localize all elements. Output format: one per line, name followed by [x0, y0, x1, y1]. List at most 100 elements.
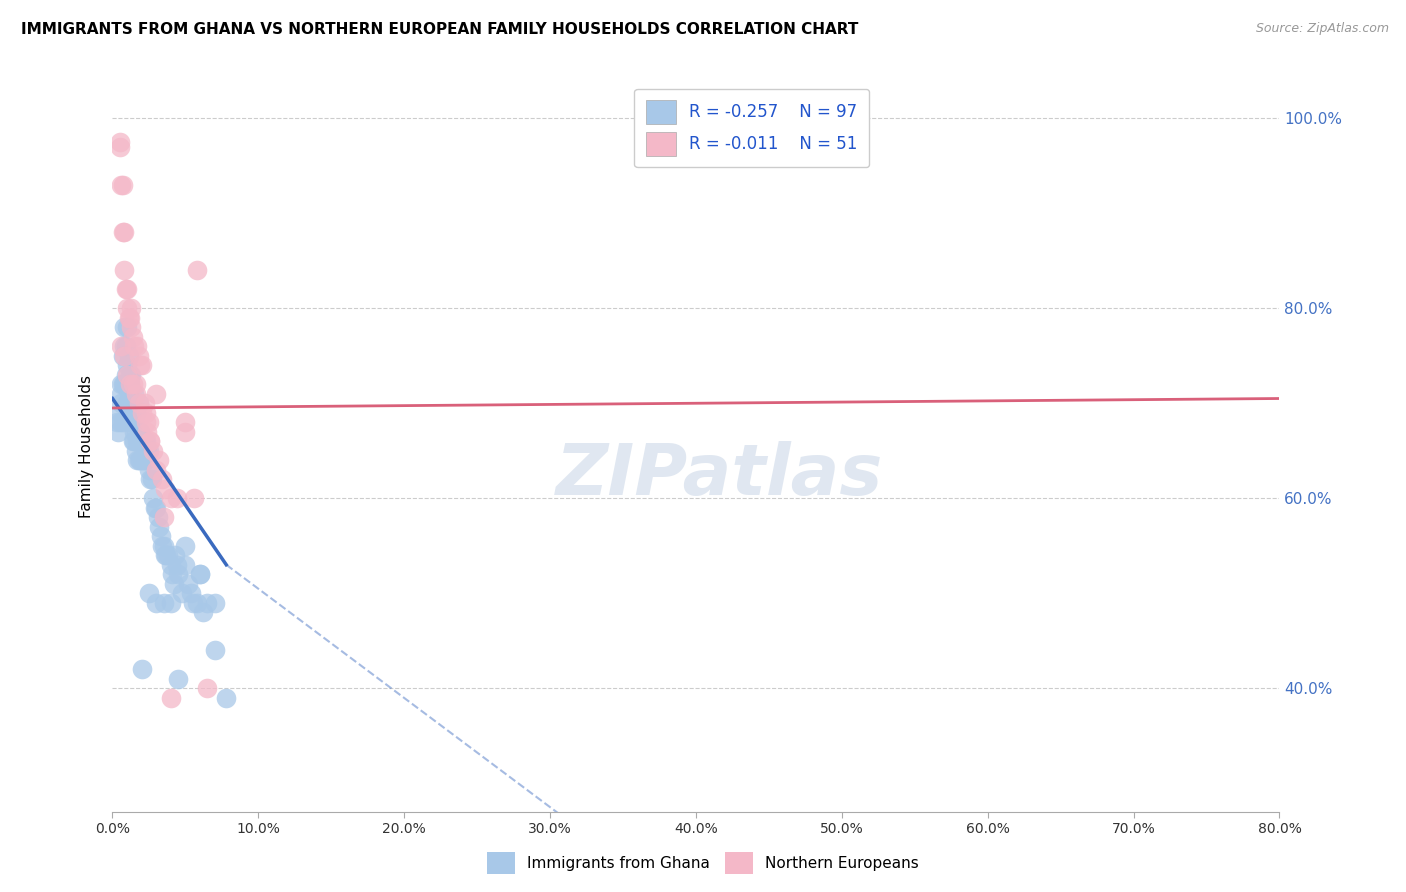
Point	[139, 434, 162, 449]
Point	[125, 406, 148, 420]
Point	[135, 434, 157, 449]
Point	[105, 415, 128, 429]
Point	[186, 263, 208, 277]
Point	[120, 368, 142, 382]
Point	[145, 596, 167, 610]
Point	[120, 396, 142, 410]
Text: Source: ZipAtlas.com: Source: ZipAtlas.com	[1256, 22, 1389, 36]
Point	[134, 396, 156, 410]
Point	[152, 510, 174, 524]
Legend: R = -0.257    N = 97, R = -0.011    N = 51: R = -0.257 N = 97, R = -0.011 N = 51	[634, 88, 869, 168]
Point	[112, 320, 135, 334]
Point	[136, 443, 159, 458]
Point	[167, 567, 190, 582]
Point	[115, 320, 138, 334]
Point	[131, 662, 153, 676]
Point	[138, 463, 160, 477]
Point	[120, 415, 142, 429]
Point	[118, 406, 141, 420]
Point	[131, 453, 153, 467]
Point	[195, 596, 218, 610]
Point	[139, 434, 162, 449]
Point	[114, 377, 136, 392]
Point	[204, 643, 226, 657]
Point	[110, 339, 132, 353]
Point	[195, 681, 218, 696]
Point	[215, 690, 238, 705]
Point	[127, 339, 149, 353]
Point	[148, 520, 170, 534]
Point	[142, 491, 165, 506]
Point	[128, 396, 150, 410]
Point	[110, 178, 132, 192]
Point	[108, 135, 131, 149]
Point	[114, 368, 136, 382]
Point	[117, 377, 139, 392]
Point	[112, 377, 135, 392]
Point	[118, 368, 141, 382]
Point	[115, 282, 138, 296]
Point	[188, 567, 211, 582]
Point	[141, 472, 163, 486]
Point	[188, 567, 211, 582]
Point	[112, 339, 135, 353]
Point	[114, 339, 136, 353]
Point	[150, 472, 173, 486]
Point	[122, 415, 145, 429]
Point	[153, 548, 176, 562]
Point	[111, 349, 134, 363]
Point	[174, 558, 197, 572]
Point	[117, 349, 139, 363]
Point	[132, 453, 155, 467]
Point	[122, 377, 145, 392]
Point	[143, 500, 166, 515]
Point	[108, 415, 131, 429]
Point	[149, 529, 172, 543]
Point	[111, 225, 134, 239]
Point	[148, 453, 170, 467]
Point	[124, 425, 146, 439]
Point	[160, 491, 183, 506]
Point	[150, 539, 173, 553]
Point	[160, 690, 183, 705]
Point	[124, 386, 146, 401]
Point	[107, 425, 129, 439]
Point	[155, 548, 177, 562]
Point	[156, 548, 179, 562]
Point	[177, 576, 200, 591]
Point	[129, 425, 152, 439]
Text: IMMIGRANTS FROM GHANA VS NORTHERN EUROPEAN FAMILY HOUSEHOLDS CORRELATION CHART: IMMIGRANTS FROM GHANA VS NORTHERN EUROPE…	[21, 22, 859, 37]
Point	[112, 225, 135, 239]
Point	[115, 396, 138, 410]
Point	[139, 472, 162, 486]
Point	[145, 500, 167, 515]
Point	[117, 310, 139, 325]
Point	[145, 463, 167, 477]
Point	[127, 453, 149, 467]
Point	[110, 396, 132, 410]
Point	[165, 548, 187, 562]
Point	[160, 596, 183, 610]
Point	[145, 386, 167, 401]
Point	[125, 386, 148, 401]
Point	[186, 596, 208, 610]
Point	[162, 567, 184, 582]
Point	[191, 605, 214, 619]
Text: ZIPatlas: ZIPatlas	[555, 441, 883, 509]
Point	[122, 330, 145, 344]
Point	[138, 415, 160, 429]
Point	[129, 358, 152, 372]
Point	[153, 482, 176, 496]
Point	[180, 586, 202, 600]
Point	[112, 349, 135, 363]
Point	[125, 377, 148, 392]
Point	[131, 434, 153, 449]
Point	[118, 377, 141, 392]
Point	[132, 434, 155, 449]
Point	[134, 453, 156, 467]
Point	[117, 386, 139, 401]
Point	[120, 320, 142, 334]
Point	[152, 596, 174, 610]
Point	[112, 263, 135, 277]
Point	[108, 140, 131, 154]
